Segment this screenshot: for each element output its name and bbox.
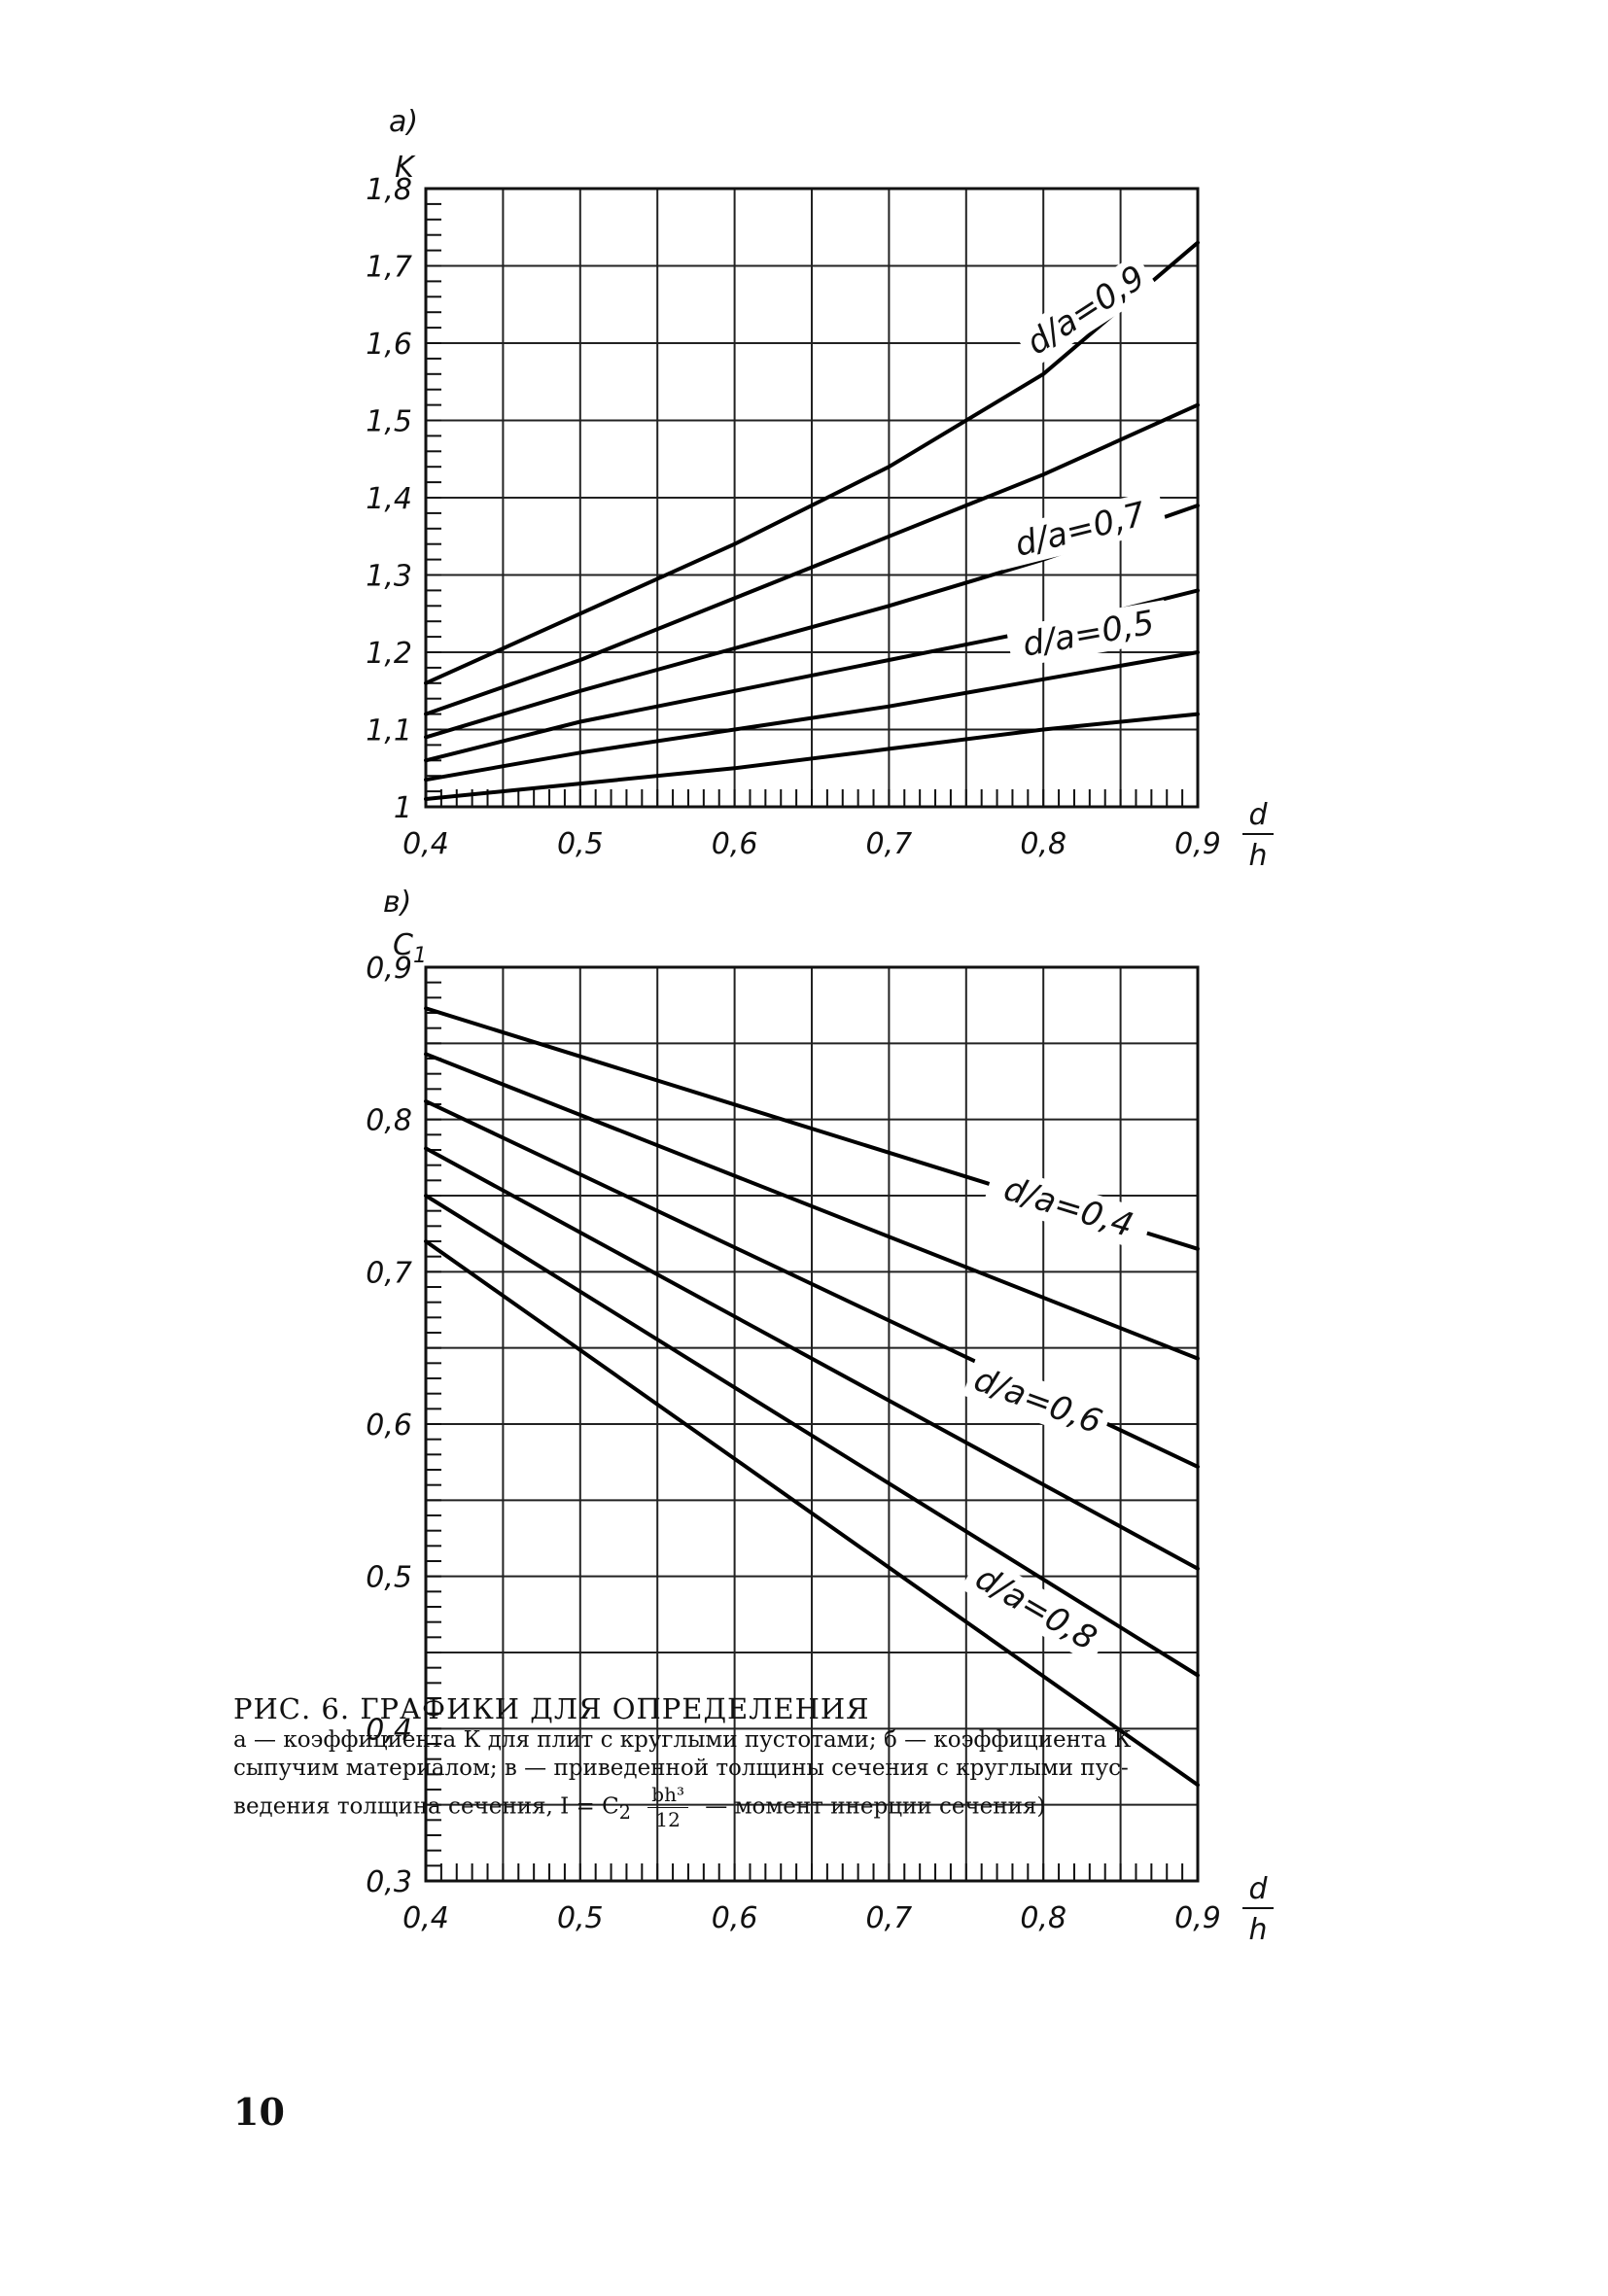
minor-ticks xyxy=(425,966,1199,1882)
series-line-6 xyxy=(424,712,1200,801)
curve-label: d/a=0,5 xyxy=(1020,604,1157,665)
x-tick-label: 0,9 xyxy=(1174,827,1221,861)
y-tick-label: 1,6 xyxy=(366,328,412,362)
x-tick-label: 0,5 xyxy=(557,827,604,861)
x-tick-label: 0,6 xyxy=(712,827,758,861)
y-axis-label: C1 xyxy=(393,928,427,968)
x-tick-label: 0,9 xyxy=(1174,1901,1221,1935)
curve-label-background xyxy=(993,489,1169,571)
x-tick-label: 0,5 xyxy=(557,1901,604,1935)
caption-line-1: а — коэффициента К для плит с круглыми п… xyxy=(233,1727,1132,1754)
x-tick-label: 0,7 xyxy=(866,827,913,861)
caption-line-3: ведения толщина сечения, I = C2 bh³ 12 —… xyxy=(233,1783,1381,1832)
grid xyxy=(425,188,1199,808)
series-line-5 xyxy=(424,1194,1200,1678)
figure-caption: РИС. 6. ГРАФИКИ ДЛЯ ОПРЕДЕЛЕНИЯ а — коэф… xyxy=(233,1691,1381,1832)
y-axis-label-subscript: 1 xyxy=(413,944,427,968)
x-axis-label-numerator: d xyxy=(1248,1872,1268,1906)
series-line-2 xyxy=(424,1052,1200,1361)
series-line-5 xyxy=(424,650,1200,783)
y-tick-label: 0,3 xyxy=(366,1865,412,1899)
page-number: 10 xyxy=(233,2090,285,2134)
chart-c1-coefficient: 0,4 0,5 0,6 0,7 0,8 0,90,30,40,50,60,70,80,9в… xyxy=(366,886,1274,1947)
y-tick-label: 1,3 xyxy=(366,560,412,594)
curve-label: d/a=0,9 xyxy=(1020,258,1152,363)
curve-label-background xyxy=(1005,600,1171,669)
curve-annotations: d/a=0,9 d/a=0,7 d/a=0,5 xyxy=(993,253,1171,669)
x-tick-label: 0,7 xyxy=(866,1901,913,1935)
y-tick-label: 0,9 xyxy=(366,952,412,986)
x-axis-label-denominator: h xyxy=(1248,839,1267,873)
y-tick-label: 0,4 xyxy=(366,1713,412,1747)
x-tick-label: 0,6 xyxy=(712,1901,758,1935)
curve-label-background xyxy=(961,1356,1114,1445)
x-tick-label: 0,4 xyxy=(402,827,449,861)
x-tick-label: 0,4 xyxy=(402,1901,449,1935)
y-tick-label: 1,8 xyxy=(366,173,412,207)
y-tick-label: 0,7 xyxy=(366,1256,412,1290)
y-tick-label: 1,5 xyxy=(366,405,412,439)
curve-label-background xyxy=(1013,253,1159,367)
x-tick-label: 0,8 xyxy=(1020,827,1066,861)
y-tick-label: 1,4 xyxy=(366,482,412,516)
x-axis-label-numerator: d xyxy=(1248,798,1268,832)
caption-line-3-end: — момент инерции сечения) xyxy=(705,1793,1046,1820)
curve-label: d/a=0,4 xyxy=(999,1169,1137,1245)
y-tick-label: 1,2 xyxy=(366,637,412,671)
caption-formula-numerator: bh³ xyxy=(647,1783,688,1808)
y-tick-label: 0,5 xyxy=(366,1561,412,1595)
caption-title: РИС. 6. ГРАФИКИ ДЛЯ ОПРЕДЕЛЕНИЯ xyxy=(233,1692,870,1725)
series-line-2 xyxy=(424,402,1200,716)
y-axis-label: K xyxy=(395,151,416,185)
caption-formula-fraction: bh³ 12 xyxy=(647,1783,688,1832)
caption-line-3-start: ведения толщина сечения, I = C xyxy=(233,1793,619,1820)
curve-label: d/a=0,6 xyxy=(969,1360,1107,1442)
caption-line-2: сыпучим материалом; в — приведенной толщ… xyxy=(233,1756,1129,1781)
y-tick-label: 0,6 xyxy=(366,1409,412,1443)
tick-labels: 0,4 0,5 0,6 0,7 0,8 0,90,30,40,50,60,70,80,9 xyxy=(366,952,1221,1935)
x-axis-label-denominator: h xyxy=(1248,1913,1267,1947)
x-tick-label: 0,8 xyxy=(1020,1901,1066,1935)
y-tick-label: 0,8 xyxy=(366,1104,412,1138)
curve-label-background xyxy=(983,1164,1154,1252)
curve-label: d/a=0,7 xyxy=(1011,495,1149,565)
y-tick-label: 1 xyxy=(394,791,412,825)
panel-label: a) xyxy=(389,105,418,139)
caption-formula-subscript: 2 xyxy=(618,1800,631,1824)
series-line-1 xyxy=(424,240,1200,685)
chart-k-coefficient: 0,4 0,5 0,6 0,7 0,8 0,9 1 1,1 1,2 1,3 1,4 1,5 1,6 1,7… xyxy=(366,105,1274,873)
y-tick-label: 1,1 xyxy=(366,714,412,748)
series-line-4 xyxy=(424,1146,1200,1571)
caption-formula-denominator: 12 xyxy=(655,1807,681,1831)
curve-label-background xyxy=(960,1552,1112,1664)
y-tick-label: 1,7 xyxy=(366,251,412,285)
series-line-6 xyxy=(424,1239,1200,1788)
panel-label: в) xyxy=(383,886,411,920)
tick-labels: 0,4 0,5 0,6 0,7 0,8 0,9 1 1,1 1,2 1,3 1,4 1,5 1,6 1,7… xyxy=(366,173,1221,861)
